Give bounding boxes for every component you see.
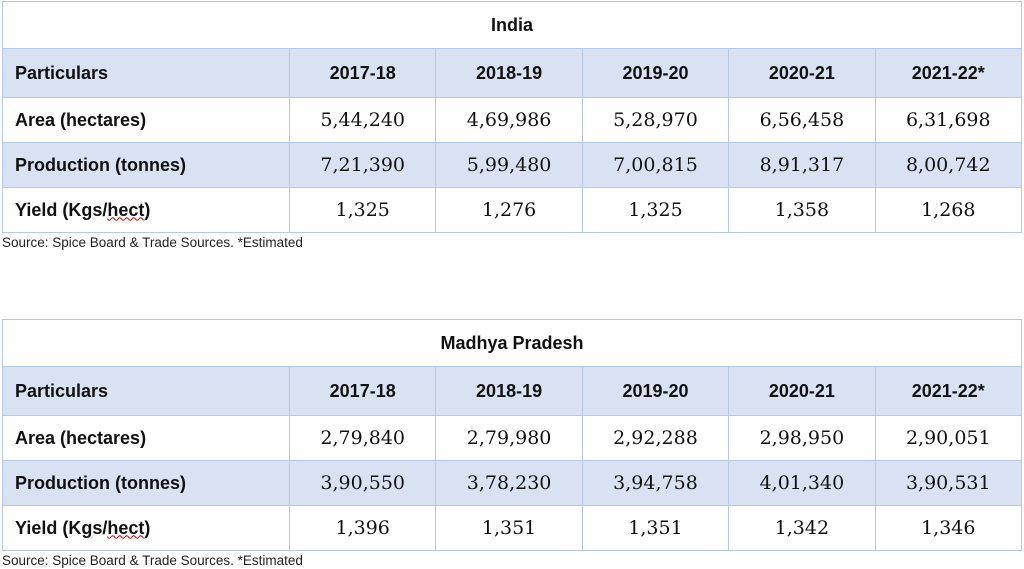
table-row: Yield (Kgs/hect) 1,396 1,351 1,351 1,342… [2,505,1023,551]
table-cell: 1,325 [288,187,437,233]
table-cell: 6,31,698 [874,97,1023,143]
header-cell: 2018-19 [435,48,583,98]
table-row: Production (tonnes) 3,90,550 3,78,230 3,… [2,460,1023,506]
table-cell: 1,358 [728,187,876,233]
table-cell: 2,92,288 [581,415,730,461]
india-table: India Particulars 2017-18 2018-19 2019-2… [2,1,1023,233]
table-row: Yield (Kgs/hect) 1,325 1,276 1,325 1,358… [2,187,1023,233]
header-row: Particulars 2017-18 2018-19 2019-20 2020… [2,366,1023,416]
table-row: Area (hectares) 5,44,240 4,69,986 5,28,9… [2,97,1023,143]
row-label: Area (hectares) [2,415,290,461]
row-label: Production (tonnes) [2,142,290,188]
table-cell: 7,00,815 [581,142,730,188]
row-label: Yield (Kgs/hect) [2,187,290,233]
header-cell: 2021-22* [874,48,1023,98]
table-cell: 5,44,240 [288,97,437,143]
row-label: Area (hectares) [2,97,290,143]
mp-table-block: Madhya Pradesh Particulars 2017-18 2018-… [2,319,1023,569]
table-cell: 3,78,230 [435,460,583,506]
india-table-block: India Particulars 2017-18 2018-19 2019-2… [2,1,1023,251]
table-cell: 3,94,758 [581,460,730,506]
row-label-part: ) [144,199,151,220]
misspelled-word: hect [107,199,145,220]
row-label: Yield (Kgs/hect) [2,505,290,551]
table-row: Production (tonnes) 7,21,390 5,99,480 7,… [2,142,1023,188]
table-cell: 4,69,986 [435,97,583,143]
row-label: Production (tonnes) [2,460,290,506]
table-cell: 5,99,480 [435,142,583,188]
header-cell: 2021-22* [874,366,1023,416]
header-cell: 2020-21 [728,48,876,98]
header-cell: 2018-19 [435,366,583,416]
header-cell: 2020-21 [728,366,876,416]
header-cell: Particulars [2,48,290,98]
header-cell: 2017-18 [288,48,437,98]
table-cell: 1,268 [874,187,1023,233]
source-note: Source: Spice Board & Trade Sources. *Es… [2,235,303,250]
header-cell: 2019-20 [581,48,730,98]
table-cell: 2,79,840 [288,415,437,461]
header-cell: Particulars [2,366,290,416]
source-note: Source: Spice Board & Trade Sources. *Es… [2,553,303,568]
table-cell: 1,276 [435,187,583,233]
table-title: India [2,1,1022,49]
table-cell: 1,342 [728,505,876,551]
row-label-part: Yield (Kgs/ [15,517,108,538]
table-title: Madhya Pradesh [2,319,1022,367]
table-cell: 1,351 [435,505,583,551]
table-cell: 2,79,980 [435,415,583,461]
table-cell: 7,21,390 [288,142,437,188]
row-label-part: ) [144,517,151,538]
table-row: Area (hectares) 2,79,840 2,79,980 2,92,2… [2,415,1023,461]
table-cell: 3,90,531 [874,460,1023,506]
row-label-part: Yield (Kgs/ [15,199,108,220]
header-cell: 2017-18 [288,366,437,416]
table-cell: 1,351 [581,505,730,551]
table-cell: 1,396 [288,505,437,551]
header-cell: 2019-20 [581,366,730,416]
madhya-pradesh-table: Madhya Pradesh Particulars 2017-18 2018-… [2,319,1023,551]
table-cell: 2,90,051 [874,415,1023,461]
header-row: Particulars 2017-18 2018-19 2019-20 2020… [2,48,1023,98]
table-cell: 6,56,458 [728,97,876,143]
misspelled-word: hect [107,517,145,538]
table-cell: 1,346 [874,505,1023,551]
table-cell: 8,91,317 [728,142,876,188]
table-cell: 2,98,950 [728,415,876,461]
table-cell: 3,90,550 [288,460,437,506]
table-cell: 5,28,970 [581,97,730,143]
table-cell: 1,325 [581,187,730,233]
table-cell: 8,00,742 [874,142,1023,188]
table-cell: 4,01,340 [728,460,876,506]
